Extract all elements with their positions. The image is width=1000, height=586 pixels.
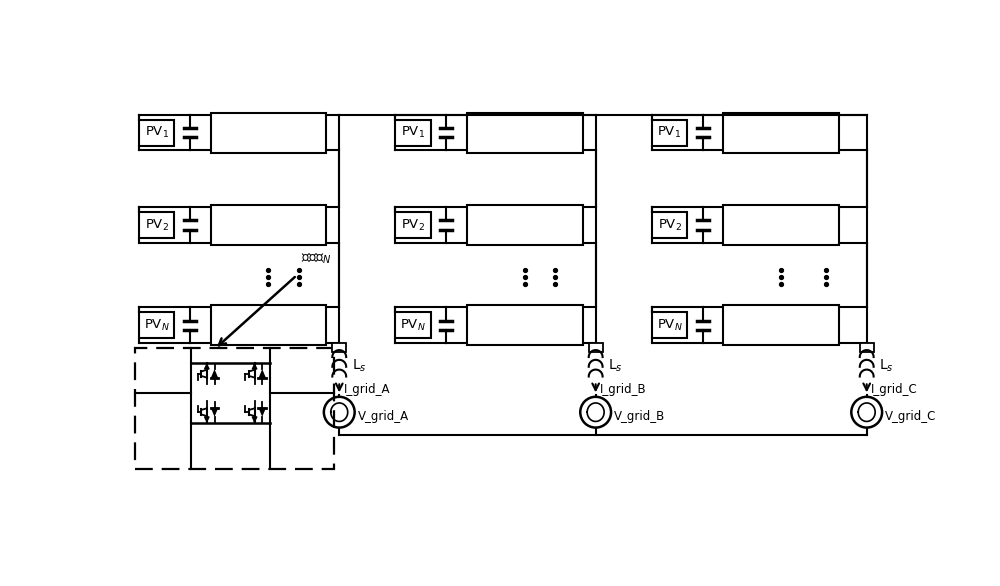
Bar	[652, 212, 687, 238]
Bar	[211, 113, 326, 153]
Bar	[211, 205, 326, 245]
Text: L$_s$: L$_s$	[608, 358, 623, 374]
Text: H桥A$_N$: H桥A$_N$	[301, 251, 331, 266]
Bar	[467, 205, 583, 245]
Bar	[211, 305, 326, 345]
Bar	[139, 312, 174, 338]
Text: PV$_N$: PV$_N$	[400, 318, 426, 333]
Text: PV$_N$: PV$_N$	[144, 318, 170, 333]
Text: PV$_N$: PV$_N$	[657, 318, 683, 333]
Bar	[860, 343, 874, 352]
Bar	[395, 120, 431, 146]
Polygon shape	[211, 369, 218, 379]
Bar	[467, 113, 583, 153]
Text: L$_s$: L$_s$	[352, 358, 366, 374]
Text: L$_s$: L$_s$	[879, 358, 894, 374]
Bar	[723, 205, 839, 245]
Polygon shape	[258, 369, 266, 379]
Bar	[652, 312, 687, 338]
Text: PV$_2$: PV$_2$	[401, 217, 425, 233]
Text: V_grid_C: V_grid_C	[885, 410, 937, 423]
Bar	[723, 305, 839, 345]
Bar	[589, 343, 603, 352]
Text: V_grid_A: V_grid_A	[358, 410, 409, 423]
Bar	[332, 343, 346, 352]
Polygon shape	[258, 408, 266, 417]
Text: PV$_1$: PV$_1$	[145, 125, 169, 140]
Bar	[467, 305, 583, 345]
Text: PV$_1$: PV$_1$	[401, 125, 425, 140]
Bar	[652, 120, 687, 146]
Text: I_grid_A: I_grid_A	[344, 383, 390, 396]
Bar	[139, 212, 174, 238]
Text: PV$_2$: PV$_2$	[145, 217, 169, 233]
Text: PV$_2$: PV$_2$	[658, 217, 682, 233]
Text: PV$_1$: PV$_1$	[657, 125, 682, 140]
Text: V_grid_B: V_grid_B	[614, 410, 665, 423]
Text: I_grid_B: I_grid_B	[600, 383, 647, 396]
Bar	[135, 347, 334, 469]
Bar	[723, 113, 839, 153]
Text: I_grid_C: I_grid_C	[871, 383, 918, 396]
Polygon shape	[211, 408, 218, 417]
Bar	[395, 212, 431, 238]
Bar	[139, 120, 174, 146]
Bar	[395, 312, 431, 338]
